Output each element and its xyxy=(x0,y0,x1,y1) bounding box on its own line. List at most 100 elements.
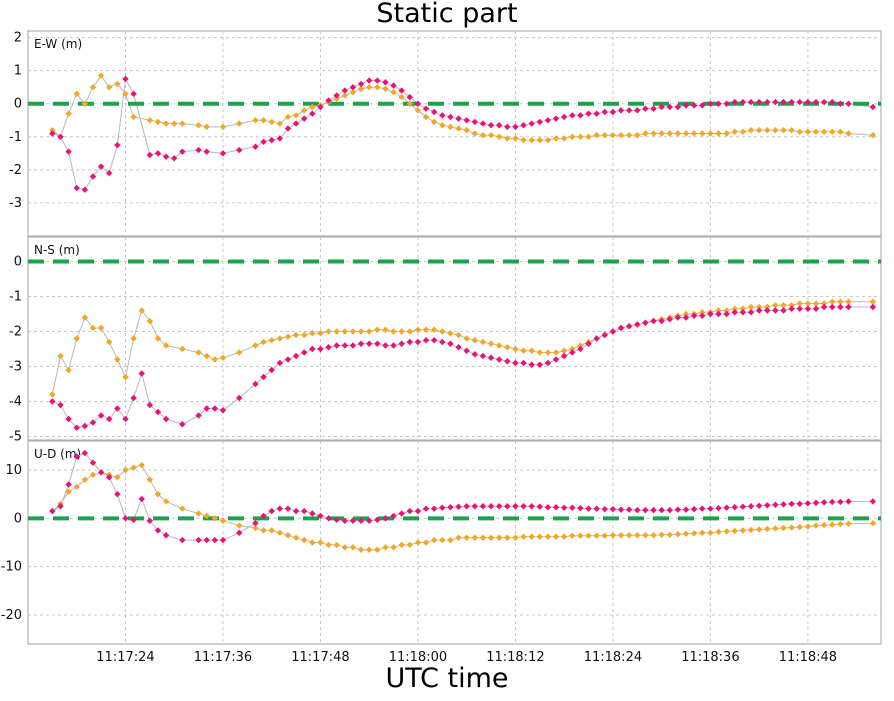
data-point xyxy=(471,351,479,358)
data-point xyxy=(544,533,552,540)
data-point xyxy=(625,107,633,114)
data-point xyxy=(260,527,267,534)
data-point xyxy=(114,405,121,412)
data-point xyxy=(829,521,836,528)
data-point xyxy=(219,354,227,361)
data-point xyxy=(81,422,89,430)
data-point xyxy=(260,138,267,145)
panels-layer: 210-1-2-3E-W (m)0-1-2-3-4-5N-S (m)100-10… xyxy=(1,30,882,645)
data-point xyxy=(325,328,332,335)
data-point xyxy=(130,113,137,121)
data-point xyxy=(439,122,446,129)
data-point xyxy=(211,515,219,522)
data-point xyxy=(203,536,210,544)
data-point xyxy=(504,123,511,131)
data-point xyxy=(89,173,97,180)
data-point xyxy=(796,523,803,531)
data-point xyxy=(788,126,795,134)
data-point xyxy=(536,361,543,368)
data-point xyxy=(544,117,552,124)
data-point xyxy=(406,100,414,107)
data-point xyxy=(577,112,584,119)
data-point xyxy=(203,148,210,155)
data-point xyxy=(301,107,308,114)
data-point xyxy=(845,100,852,107)
data-point xyxy=(430,505,438,512)
y-tick-label: -4 xyxy=(9,395,22,410)
data-point xyxy=(349,544,357,551)
data-point xyxy=(739,527,747,534)
data-point xyxy=(236,522,243,529)
data-point xyxy=(357,328,365,335)
data-point xyxy=(73,90,80,98)
data-point xyxy=(179,345,186,353)
data-point xyxy=(341,517,349,524)
data-point xyxy=(455,503,462,510)
data-point xyxy=(512,359,519,367)
data-point xyxy=(211,356,219,363)
data-point xyxy=(609,108,617,116)
data-point xyxy=(276,359,284,367)
data-point xyxy=(625,323,633,330)
data-point xyxy=(731,305,738,312)
data-point xyxy=(106,474,113,481)
data-point xyxy=(804,98,812,106)
data-point xyxy=(617,107,625,114)
data-point xyxy=(536,118,543,126)
data-point xyxy=(317,103,324,111)
data-point xyxy=(439,504,446,511)
data-point xyxy=(317,539,324,546)
data-point xyxy=(479,534,487,541)
data-point xyxy=(179,505,186,512)
panel-label: E-W (m) xyxy=(34,37,82,51)
data-point xyxy=(617,532,625,539)
data-point xyxy=(301,507,308,515)
data-point xyxy=(707,529,714,537)
data-point xyxy=(487,534,495,541)
data-point xyxy=(804,300,812,307)
data-point xyxy=(146,117,154,124)
data-point xyxy=(398,93,405,101)
data-point xyxy=(260,338,267,346)
data-point xyxy=(512,534,519,541)
data-point xyxy=(49,398,56,405)
data-point xyxy=(625,532,633,539)
data-point xyxy=(268,337,275,344)
data-point xyxy=(699,309,706,316)
y-tick-label: -5 xyxy=(9,430,22,445)
x-tick-label: 11:17:36 xyxy=(194,650,252,665)
data-point xyxy=(333,95,340,102)
data-point xyxy=(593,335,600,342)
data-point xyxy=(625,131,633,139)
data-point xyxy=(723,504,730,511)
data-point xyxy=(829,98,836,106)
data-point xyxy=(642,319,649,326)
data-point xyxy=(747,98,755,106)
data-point xyxy=(447,330,454,337)
data-point xyxy=(122,75,129,83)
x-tick-label: 11:18:12 xyxy=(486,650,544,665)
data-point xyxy=(820,300,828,307)
data-point xyxy=(487,122,495,129)
data-point xyxy=(837,100,844,107)
data-point xyxy=(333,516,340,523)
panel-2: 10 0 -10 -20 U-D (m) xyxy=(1,440,882,645)
data-point xyxy=(162,415,170,423)
data-point xyxy=(130,464,137,471)
data-point xyxy=(406,328,414,335)
data-point xyxy=(57,401,64,409)
x-tick-label: 11:18:48 xyxy=(779,650,837,665)
chart-title: Static part xyxy=(376,0,518,29)
data-point xyxy=(422,505,430,512)
data-point xyxy=(820,521,828,529)
data-point xyxy=(520,533,527,540)
data-point xyxy=(366,517,373,524)
data-point xyxy=(585,505,592,512)
data-point xyxy=(81,100,89,107)
data-point xyxy=(837,520,844,528)
data-point xyxy=(366,546,373,553)
data-point xyxy=(723,100,730,107)
data-point xyxy=(390,328,397,335)
data-point xyxy=(569,349,576,356)
data-point xyxy=(731,527,738,535)
